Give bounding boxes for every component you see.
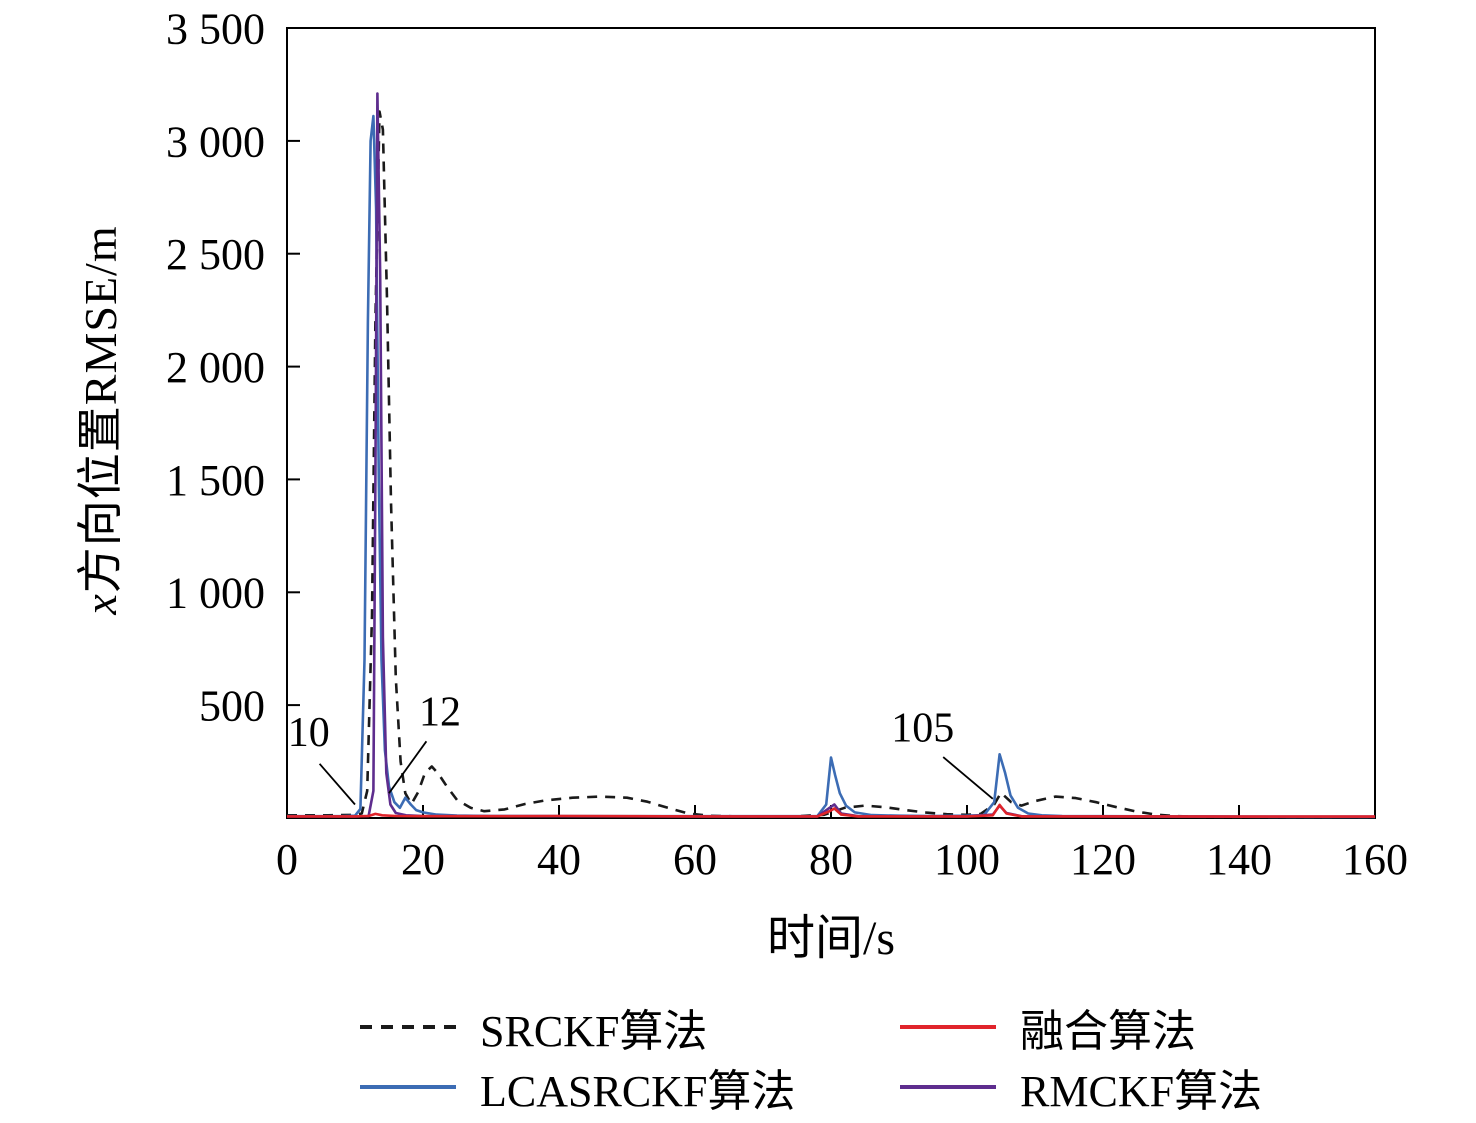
x-tick-label: 160 — [1342, 835, 1408, 884]
y-tick-label: 2 000 — [166, 343, 265, 392]
legend-item-fusion: 融合算法 — [900, 1001, 1196, 1056]
annotation-leader-line — [318, 763, 356, 806]
legend-sample-lcasrckf-line — [360, 1085, 456, 1089]
x-tick-label: 140 — [1206, 835, 1272, 884]
legend-label-srckf: SRCKF算法 — [480, 1007, 708, 1056]
annotation-leader-line — [388, 740, 428, 794]
x-tick-label: 20 — [401, 835, 445, 884]
x-tick-label: 60 — [673, 835, 717, 884]
y-tick-label: 3 000 — [166, 117, 265, 166]
legend-item-srckf: SRCKF算法 — [360, 1001, 707, 1056]
series-line-srckf — [287, 110, 1375, 819]
x-axis-label: 时间/s — [766, 912, 896, 965]
x-tick-label: 80 — [809, 835, 853, 884]
annotation-label: 12 — [419, 690, 461, 736]
legend-sample-rmckf-line — [900, 1085, 996, 1089]
legend-sample-srckf-dashed-line — [360, 1025, 456, 1029]
legend-label-fusion: 融合算法 — [1020, 1007, 1196, 1056]
legend-item-rmckf: RMCKF算法 — [900, 1061, 1262, 1116]
y-tick-label: 500 — [199, 682, 265, 731]
x-tick-label: 100 — [934, 835, 1000, 884]
y-axis-label-variable: x — [75, 593, 126, 615]
y-tick-label: 3 500 — [166, 4, 265, 53]
y-tick-label: 1 500 — [166, 456, 265, 505]
y-axis-label-text: 方向位置RMSE/m — [75, 225, 126, 594]
annotation-leader-line — [942, 756, 994, 800]
x-tick-label: 120 — [1070, 835, 1136, 884]
annotation-label: 105 — [891, 705, 954, 751]
y-tick-label: 1 000 — [166, 569, 265, 618]
annotation-label: 10 — [288, 710, 330, 756]
series-line-fusion — [287, 803, 1375, 818]
x-tick-label: 0 — [276, 835, 298, 884]
y-tick-label: 2 500 — [166, 230, 265, 279]
legend-label-lcasrckf: LCASRCKF算法 — [480, 1067, 796, 1116]
legend-sample-fusion-line — [900, 1025, 996, 1029]
legend-label-rmckf: RMCKF算法 — [1020, 1067, 1263, 1116]
x-tick-label: 40 — [537, 835, 581, 884]
y-axis-label: x方向位置RMSE/m — [64, 225, 130, 614]
legend-item-lcasrckf: LCASRCKF算法 — [360, 1061, 795, 1116]
